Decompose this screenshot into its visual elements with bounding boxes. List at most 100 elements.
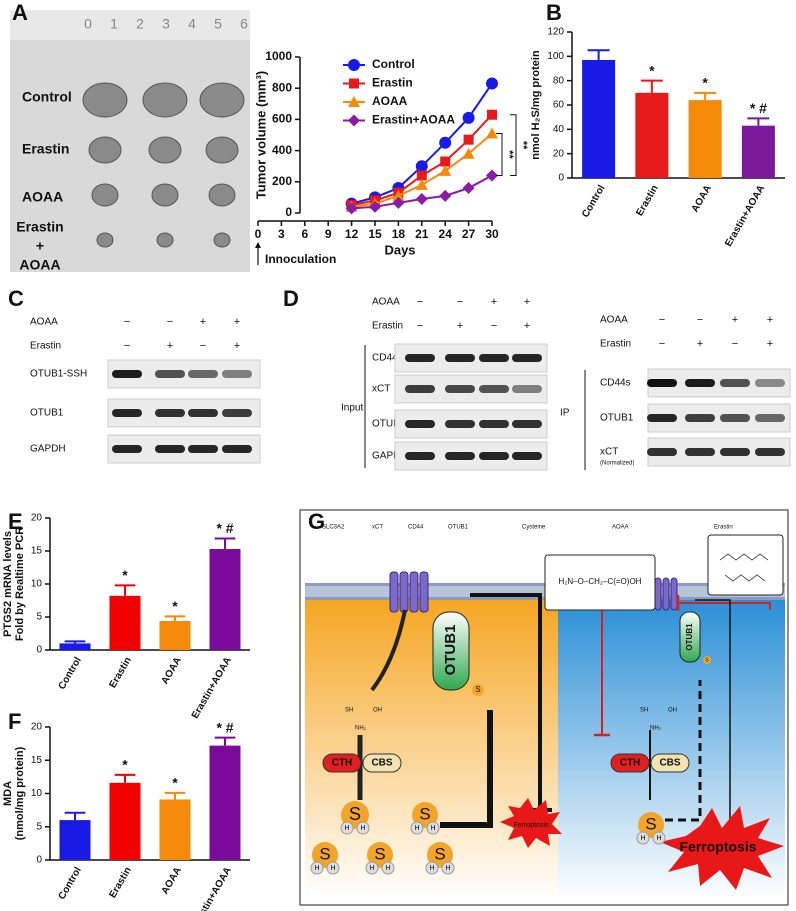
point	[439, 189, 452, 202]
y-tick-label: 200	[272, 174, 292, 188]
y-axis-label: Tumor volume (mm³)	[253, 71, 268, 199]
point	[487, 109, 497, 120]
x-tick-label: 27	[462, 227, 476, 241]
sulfur-label: S	[349, 804, 361, 824]
tumor	[213, 232, 231, 248]
hydrogen	[426, 821, 440, 835]
point	[369, 200, 381, 213]
ruler-label: 1	[110, 16, 118, 32]
cbs-pill	[362, 753, 402, 773]
blot-band	[112, 445, 142, 453]
photo-row-label: +	[36, 238, 44, 254]
blot-band	[479, 354, 509, 362]
erastin-box	[707, 534, 784, 596]
blot-group-label: Input	[341, 403, 363, 414]
hydrogen-label: H	[429, 865, 434, 872]
y-axis-label: MDA	[2, 781, 14, 806]
hydrogen	[410, 821, 424, 835]
blot-row-label: OTUB1	[600, 413, 634, 424]
sulfur-label: S	[475, 685, 480, 694]
blot-band	[720, 448, 750, 456]
hydrogen-label: H	[385, 865, 390, 872]
bar	[635, 92, 669, 178]
blot-row-label: OTUB1-SSH	[30, 369, 87, 380]
x-tick-label: AOAA	[160, 865, 184, 896]
treatment-sign: +	[732, 314, 738, 326]
y-tick-label: 0	[36, 645, 42, 656]
bar	[209, 745, 241, 860]
treatment-label: AOAA	[372, 297, 400, 308]
treatment-sign: −	[457, 296, 463, 308]
point	[415, 178, 428, 190]
sulfide	[412, 802, 438, 828]
ruler-label: 6	[240, 16, 248, 32]
blot-row-label: GAPDH	[372, 451, 408, 462]
y-tick-label: 1000	[265, 49, 292, 63]
point	[439, 164, 452, 176]
tumor	[142, 82, 188, 118]
tumor	[156, 232, 174, 248]
significance: * #	[216, 719, 233, 735]
tumor	[205, 136, 239, 164]
sulfide	[472, 684, 484, 696]
tumor	[96, 232, 114, 248]
blot-band	[720, 379, 750, 387]
sulfur-label: S	[705, 657, 709, 663]
y-tick-label: 15	[31, 546, 43, 557]
legend-label: Control	[372, 57, 415, 71]
hydrogen	[326, 861, 340, 875]
legend-item: AOAA	[612, 525, 629, 531]
significance: *	[122, 567, 128, 583]
photo-row-label: Erastin	[16, 219, 63, 235]
treatment-sign: +	[697, 338, 703, 350]
point	[345, 202, 358, 215]
x-tick-label: Erastin+AOAA	[190, 655, 234, 720]
blot-band	[445, 420, 475, 428]
photo-row-label: AOAA	[22, 189, 63, 205]
x-tick-label: 18	[392, 227, 406, 241]
blot-band	[479, 385, 509, 393]
x-tick-label: 24	[439, 227, 453, 241]
blot-band	[405, 452, 435, 460]
treatment-sign: −	[659, 314, 665, 326]
blot-band	[512, 420, 542, 428]
photo-row-label: Erastin	[22, 141, 69, 157]
sulfur-label: S	[419, 804, 430, 823]
xct-right	[654, 577, 678, 611]
x-tick-label: Erastin	[634, 183, 660, 218]
x-tick-label: 6	[301, 227, 308, 241]
bar	[582, 59, 616, 178]
y-tick-label: 120	[547, 27, 564, 38]
blot-band	[512, 354, 542, 362]
x-tick-label: Control	[57, 865, 84, 901]
point	[439, 136, 452, 149]
inhibit-left	[470, 593, 542, 810]
blot-band	[188, 370, 218, 378]
treatment-sign: −	[417, 296, 423, 308]
legend-item: xCT	[372, 525, 383, 531]
tumor	[88, 136, 122, 164]
blot-band	[405, 354, 435, 362]
cth-label: CTH	[332, 758, 353, 769]
blot-band	[685, 448, 715, 456]
y-tick-label: 400	[272, 143, 292, 157]
treatment-sign: +	[524, 296, 530, 308]
treatment-label: AOAA	[30, 317, 58, 328]
y-tick-label: 600	[272, 112, 292, 126]
bar	[109, 595, 141, 650]
blot-band	[222, 445, 252, 453]
treatment-sign: +	[234, 316, 240, 328]
x-tick-label: AOAA	[690, 183, 714, 214]
panel-label: C	[8, 286, 24, 311]
x-tick-label: 3	[278, 227, 285, 241]
x-tick-label: 9	[325, 227, 332, 241]
panel-label: F	[8, 709, 21, 734]
legend-item: OTUB1	[448, 525, 469, 531]
treatment-sign: −	[659, 338, 665, 350]
sulfide	[638, 812, 664, 838]
ruler-label: 4	[188, 16, 196, 32]
hydrogen	[636, 831, 650, 845]
blot-row-label: CD44s	[600, 378, 631, 389]
ferroptosis-right	[660, 806, 784, 890]
